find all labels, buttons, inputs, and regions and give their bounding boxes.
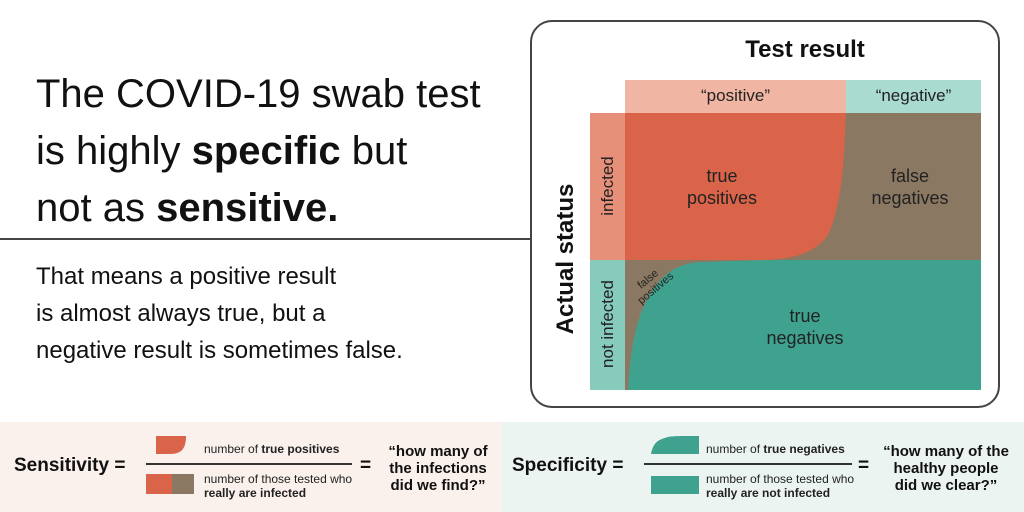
divider-line (0, 238, 530, 240)
specificity-denominator-icon (651, 476, 699, 494)
sensitivity-formula-panel (0, 422, 502, 512)
headline-line3-start: not as (36, 186, 157, 230)
sensitivity-denominator-icon-negative (172, 474, 194, 494)
specificity-quote: “how many of the healthy people did we cle… (883, 443, 1009, 494)
specificity-numerator-icon (651, 436, 699, 454)
explanation-line1: That means a positive result (36, 263, 337, 290)
sensitivity-denominator-icon-positive (146, 474, 172, 494)
sensitivity-numerator-text: number of true positives (204, 442, 340, 456)
sensitivity-quote: “how many of the infections did we find?” (388, 443, 488, 494)
headline-specific: specific (191, 129, 341, 173)
explanation-line3: negative result is sometimes false. (36, 337, 403, 364)
sensitivity-numerator-icon (156, 436, 186, 454)
explanation-line2: is almost always true, but a (36, 300, 326, 327)
row-infected: infected (598, 156, 617, 216)
specificity-equals: = (858, 455, 870, 476)
explanation-text: That means a positive result is almost a… (36, 258, 516, 369)
positive-header-bg (625, 80, 846, 113)
specificity-formula-panel (502, 422, 1024, 512)
specificity-label: Specificity = (512, 455, 624, 476)
specificity-numerator-text: number of true negatives (706, 442, 845, 456)
headline-line2-end: but (340, 129, 408, 173)
false-positives-region (625, 260, 760, 390)
sensitivity-fraction-line (146, 463, 352, 465)
not-infected-header-bg (590, 260, 625, 390)
column-positive: “positive” (701, 86, 770, 105)
specificity-fraction-line (644, 463, 852, 465)
sensitivity-denominator-text: number of those tested who really are inf… (204, 472, 353, 500)
headline-line2-start: is highly (36, 129, 192, 173)
sensitivity-icons (146, 436, 194, 494)
true-negatives-region (625, 260, 981, 390)
column-negative: “negative” (875, 86, 952, 105)
headline-line1: The COVID-19 swab test (36, 72, 481, 116)
headline: The COVID-19 swab test is highly specifi… (36, 66, 526, 237)
sensitivity-equals: = (360, 455, 372, 476)
row-not-infected: not infected (598, 280, 617, 368)
specificity-icons (651, 436, 699, 494)
true-positives-region (625, 113, 846, 390)
headline-sensitive: sensitive. (156, 186, 339, 230)
false-negatives-label: false negatives (871, 166, 949, 208)
specificity-denominator-text: number of those tested who really are not… (706, 472, 855, 500)
sensitivity-label: Sensitivity = (14, 455, 126, 476)
true-positives-label: true positives (686, 166, 758, 208)
true-negatives-label: true negatives (766, 306, 844, 348)
infected-header-bg (590, 113, 625, 260)
test-result-title: Test result (745, 36, 865, 63)
negative-header-bg (846, 80, 981, 113)
